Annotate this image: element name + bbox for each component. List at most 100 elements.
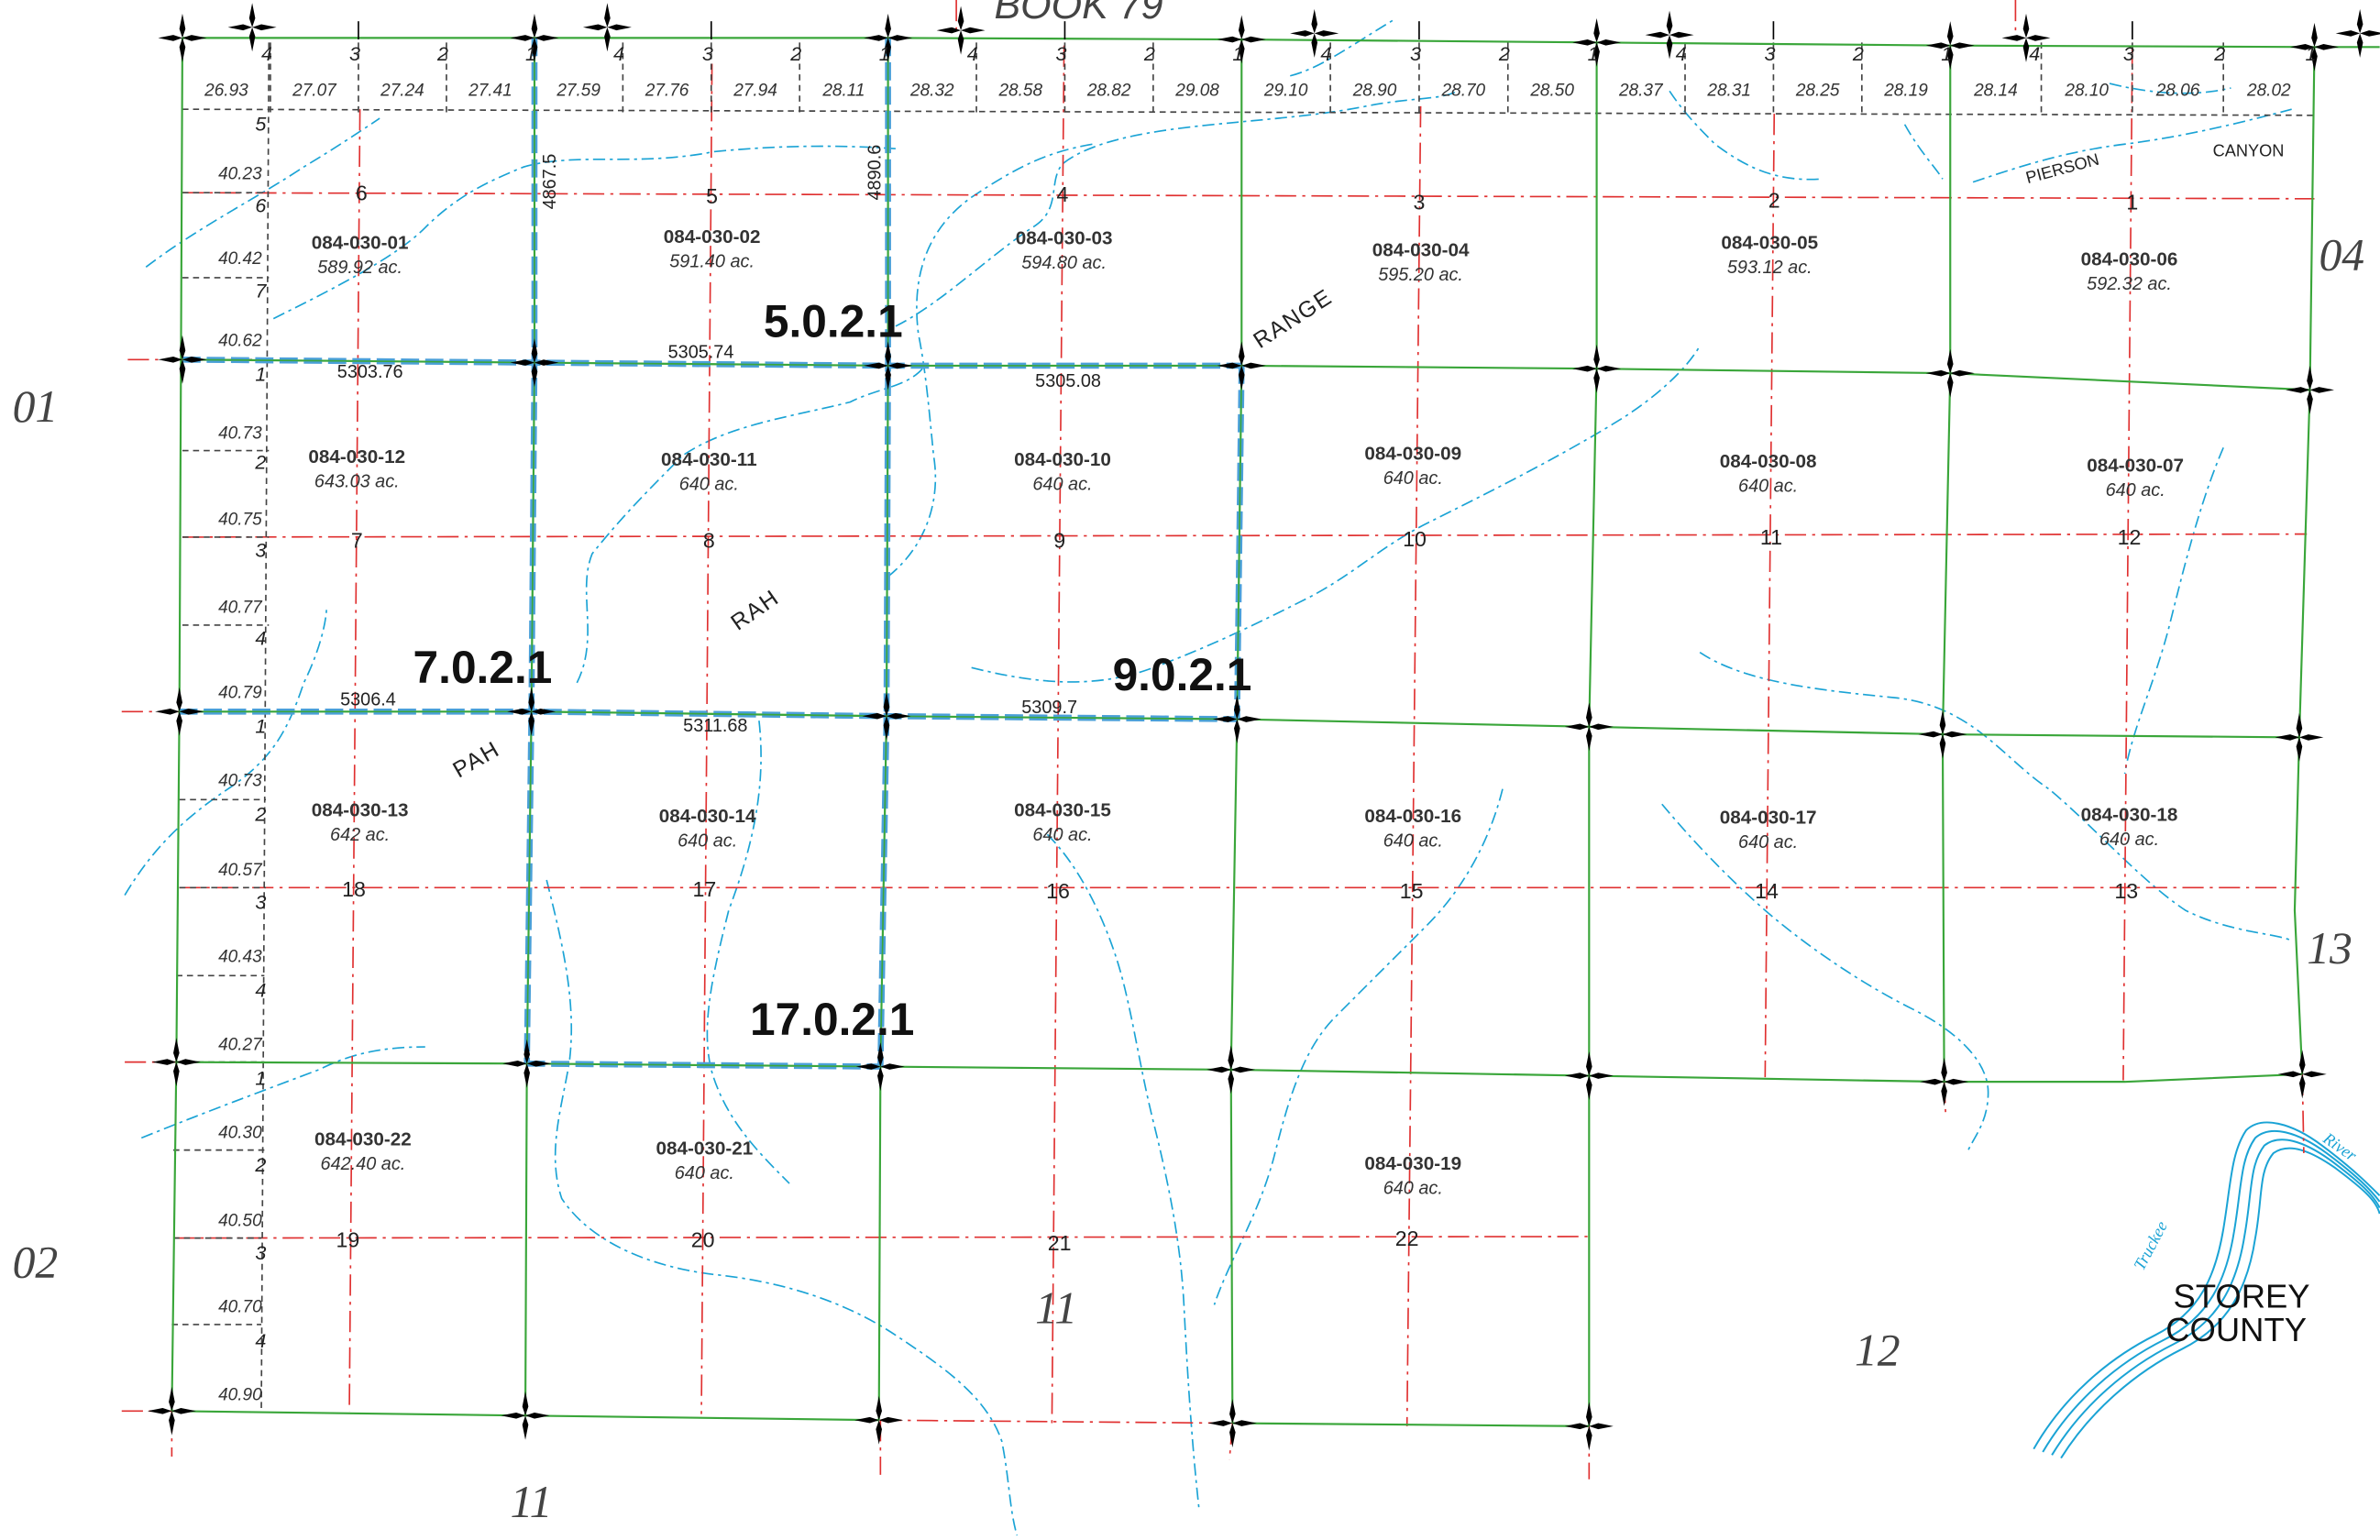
- top-lot-area: 27.07: [292, 81, 337, 100]
- corner-marker: [1212, 695, 1262, 744]
- route-label[interactable]: 17.0.2.1: [750, 994, 914, 1045]
- adjacent-section-labels: 01 02 04 11 11 12 13: [13, 230, 2365, 1528]
- parcel-084-030-21[interactable]: 084-030-21 640 ac.: [656, 1138, 753, 1183]
- top-lot-area: 29.10: [1263, 81, 1308, 100]
- parcel-084-030-07[interactable]: 084-030-07 640 ac.: [2087, 456, 2184, 500]
- road-labels: RANGE RAH PAH: [449, 285, 1338, 784]
- route-label[interactable]: 9.0.2.1: [1113, 649, 1252, 700]
- left-lot-area: 40.62: [218, 331, 262, 350]
- parcel-apn: 084-030-04: [1372, 240, 1470, 261]
- section-number: 4: [1057, 182, 1069, 206]
- top-lot-area: 28.31: [1706, 81, 1751, 100]
- top-lot-area: 28.25: [1795, 81, 1840, 100]
- parcel-apn: 084-030-09: [1364, 444, 1461, 465]
- parcel-084-030-05[interactable]: 084-030-05 593.12 ac.: [1721, 232, 1818, 277]
- left-lot-labels: 40.23 40.42 40.62 40.73 40.75 40.77 40.79 40.73…: [218, 113, 267, 1404]
- parcel-084-030-11[interactable]: 084-030-11 640 ac.: [661, 449, 757, 494]
- parcel-084-030-10[interactable]: 084-030-10 640 ac.: [1014, 449, 1111, 494]
- parcel-084-030-02[interactable]: 084-030-02 591.40 ac.: [664, 226, 761, 271]
- top-lot-area: 28.14: [1973, 81, 2018, 100]
- section-number: 15: [1400, 879, 1424, 903]
- left-lot-area: 40.50: [218, 1211, 262, 1230]
- parcel-area: 593.12 ac.: [1727, 258, 1813, 278]
- adjacent-label: 13: [2307, 923, 2352, 974]
- parcel-084-030-13[interactable]: 084-030-13 642 ac.: [312, 799, 409, 844]
- canyon-label: PIERSON: [2024, 150, 2101, 188]
- left-lot-area: 40.77: [218, 599, 263, 618]
- parcel-084-030-03[interactable]: 084-030-03 594.80 ac.: [1016, 227, 1113, 272]
- top-lot-area: 28.02: [2246, 81, 2291, 100]
- corner-marker: [158, 13, 207, 62]
- top-lot-number: 4: [967, 43, 978, 65]
- top-lot-area: 28.58: [997, 81, 1042, 100]
- parcel-084-030-17[interactable]: 084-030-17 640 ac.: [1720, 808, 1817, 852]
- parcel-area: 640 ac.: [1032, 475, 1092, 495]
- corner-marker: [864, 341, 913, 390]
- section-number: 16: [1046, 879, 1070, 903]
- parcel-084-030-18[interactable]: 084-030-18 640 ac.: [2081, 804, 2178, 849]
- parcel-apn: 084-030-05: [1721, 232, 1818, 253]
- parcel-labels[interactable]: 084-030-01 589.92 ac. 084-030-02 591.40 ac.…: [308, 226, 2184, 1199]
- top-lot-area: 28.06: [2155, 81, 2200, 100]
- parcel-084-030-12[interactable]: 084-030-12 643.03 ac.: [308, 446, 405, 491]
- parcel-084-030-08[interactable]: 084-030-08 640 ac.: [1720, 451, 1817, 496]
- parcel-area: 589.92 ac.: [317, 258, 402, 278]
- parcel-area: 640 ac.: [1738, 476, 1798, 496]
- parcel-084-030-14[interactable]: 084-030-14 640 ac.: [659, 806, 756, 851]
- corner-marker: [1564, 702, 1614, 752]
- parcel-apn: 084-030-10: [1014, 449, 1111, 470]
- top-lot-area: 27.41: [468, 81, 512, 100]
- top-lot-number: 1: [2306, 43, 2317, 65]
- parcel-084-030-19[interactable]: 084-030-19 640 ac.: [1364, 1153, 1461, 1198]
- parcel-084-030-06[interactable]: 084-030-06 592.32 ac.: [2081, 249, 2178, 294]
- parcel-084-030-04[interactable]: 084-030-04 595.20 ac.: [1372, 240, 1470, 285]
- parcel-084-030-09[interactable]: 084-030-09 640 ac.: [1364, 444, 1461, 489]
- parcel-084-030-01[interactable]: 084-030-01 589.92 ac.: [312, 232, 409, 277]
- section-number: 14: [1755, 879, 1779, 903]
- section-lines: [171, 37, 2380, 1427]
- parcel-area: 595.20 ac.: [1378, 265, 1463, 285]
- top-lot-dividers: [270, 42, 2224, 113]
- parcel-apn: 084-030-16: [1364, 806, 1461, 827]
- top-lot-area: 28.19: [1883, 81, 1928, 100]
- corner-marker: [854, 1395, 904, 1445]
- corner-marker: [1564, 1402, 1614, 1451]
- parcel-084-030-22[interactable]: 084-030-22 642.40 ac.: [314, 1129, 412, 1174]
- parcel-area: 640 ac.: [1383, 831, 1443, 852]
- section-number: 17: [692, 877, 716, 901]
- section-number: 7: [351, 529, 363, 553]
- section-number: 18: [342, 877, 366, 901]
- section-number: 6: [356, 181, 368, 204]
- left-lot-number: 4: [255, 979, 266, 1001]
- parcel-084-030-15[interactable]: 084-030-15 640 ac.: [1014, 799, 1111, 844]
- left-lot-area: 40.73: [218, 424, 262, 443]
- top-lot-number: 4: [261, 43, 272, 65]
- corner-marker: [502, 1039, 552, 1088]
- road-label: RANGE: [1250, 285, 1338, 354]
- parcel-area: 594.80 ac.: [1021, 253, 1107, 273]
- top-lot-number: 3: [1410, 43, 1421, 65]
- parcel-apn: 084-030-01: [312, 232, 409, 253]
- left-lot-area: 40.73: [218, 771, 262, 790]
- top-lot-number: 3: [702, 43, 713, 65]
- parcel-084-030-16[interactable]: 084-030-16 640 ac.: [1364, 806, 1461, 851]
- corner-marker: [1920, 1057, 1969, 1106]
- left-lot-number: 3: [255, 539, 266, 561]
- top-lot-area: 28.90: [1352, 81, 1397, 100]
- corner-marker: [158, 335, 207, 384]
- route-label[interactable]: 7.0.2.1: [413, 642, 553, 693]
- parcel-apn: 084-030-13: [312, 799, 409, 820]
- parcel-apn: 084-030-14: [659, 806, 756, 827]
- section-number: 2: [1768, 189, 1780, 213]
- corner-marker: [2001, 13, 2051, 62]
- adjacent-label: 11: [1035, 1282, 1077, 1333]
- distance-label: 5309.7: [1021, 698, 1077, 718]
- parcel-area: 640 ac.: [679, 475, 739, 495]
- route-label[interactable]: 5.0.2.1: [764, 295, 903, 346]
- top-lot-number: 2: [1498, 43, 1510, 65]
- left-lot-number: 3: [255, 1242, 266, 1264]
- left-lot-number: 2: [254, 803, 266, 825]
- left-lot-area: 40.30: [218, 1123, 262, 1142]
- parcel-apn: 084-030-07: [2087, 456, 2184, 477]
